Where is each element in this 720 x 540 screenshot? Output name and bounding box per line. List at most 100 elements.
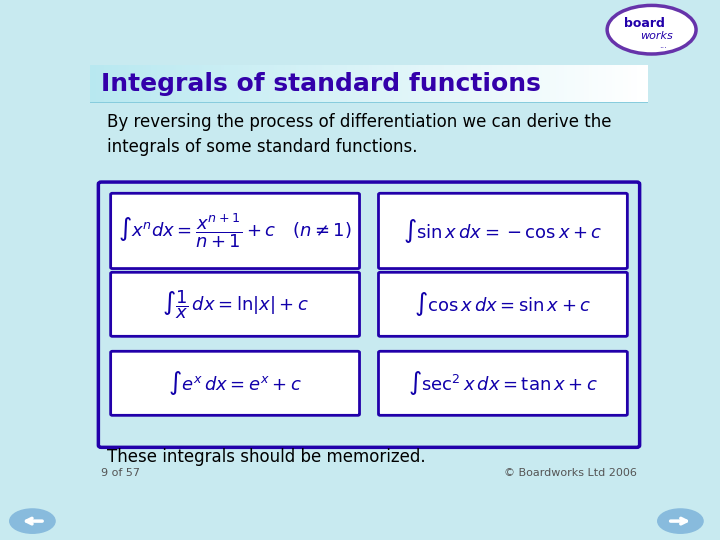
Bar <box>528 65 531 104</box>
Bar <box>595 65 598 104</box>
Bar <box>154 65 158 104</box>
Bar <box>436 65 439 104</box>
Bar <box>227 65 230 104</box>
Bar <box>294 65 297 104</box>
Bar <box>620 65 624 104</box>
Bar <box>433 65 436 104</box>
Bar <box>397 65 400 104</box>
Bar <box>545 65 548 104</box>
Bar <box>126 65 130 104</box>
Bar <box>185 65 188 104</box>
Bar <box>277 65 280 104</box>
Bar <box>157 65 161 104</box>
Bar <box>115 65 119 104</box>
Bar <box>508 65 512 104</box>
Bar <box>562 65 565 104</box>
Bar <box>536 65 540 104</box>
Bar <box>584 65 588 104</box>
Bar <box>405 65 409 104</box>
Bar <box>615 65 618 104</box>
FancyBboxPatch shape <box>111 193 359 268</box>
Text: These integrals should be memorized.: These integrals should be memorized. <box>107 448 426 466</box>
Bar <box>255 65 258 104</box>
Bar <box>394 65 397 104</box>
Bar <box>358 65 361 104</box>
Bar <box>408 65 411 104</box>
Bar <box>369 65 372 104</box>
Bar <box>539 65 543 104</box>
Bar <box>450 65 454 104</box>
Bar <box>422 65 426 104</box>
Bar <box>132 65 135 104</box>
Bar <box>517 65 521 104</box>
Bar <box>590 65 593 104</box>
Bar <box>274 65 277 104</box>
Bar <box>324 65 328 104</box>
Bar <box>168 65 171 104</box>
Bar <box>534 65 537 104</box>
Bar <box>215 65 219 104</box>
Bar <box>550 65 554 104</box>
Bar <box>553 65 557 104</box>
FancyBboxPatch shape <box>379 193 627 268</box>
Bar <box>609 65 612 104</box>
Text: $\int e^x\, dx = e^x + c$: $\int e^x\, dx = e^x + c$ <box>168 369 302 397</box>
Bar <box>101 65 104 104</box>
Bar <box>179 65 183 104</box>
Bar <box>199 65 202 104</box>
Bar <box>447 65 451 104</box>
Bar <box>190 65 194 104</box>
Bar <box>174 65 177 104</box>
Bar <box>258 65 261 104</box>
FancyBboxPatch shape <box>379 272 627 336</box>
Bar <box>140 65 143 104</box>
Bar <box>160 65 163 104</box>
Bar <box>428 65 431 104</box>
Text: $\int \cos x\, dx = \sin x + c$: $\int \cos x\, dx = \sin x + c$ <box>414 291 592 318</box>
Bar <box>492 65 495 104</box>
Bar <box>500 65 503 104</box>
Bar <box>475 65 478 104</box>
Text: © Boardworks Ltd 2006: © Boardworks Ltd 2006 <box>504 468 637 478</box>
Bar <box>400 65 403 104</box>
Bar <box>166 65 168 104</box>
Bar <box>564 65 567 104</box>
Bar <box>341 65 344 104</box>
Bar <box>349 65 353 104</box>
Bar <box>143 65 146 104</box>
Bar <box>419 65 423 104</box>
Bar <box>271 65 275 104</box>
Bar <box>559 65 562 104</box>
Bar <box>511 65 515 104</box>
Bar <box>135 65 138 104</box>
Text: $\int \sin x\, dx = -\cos x + c$: $\int \sin x\, dx = -\cos x + c$ <box>403 217 603 245</box>
Bar <box>188 65 191 104</box>
Bar <box>626 65 629 104</box>
Bar <box>603 65 607 104</box>
Bar <box>593 65 595 104</box>
Bar <box>330 65 333 104</box>
Bar <box>204 65 208 104</box>
Bar <box>163 65 166 104</box>
Bar <box>213 65 216 104</box>
Bar <box>260 65 264 104</box>
Bar <box>151 65 155 104</box>
Bar <box>107 65 110 104</box>
Bar <box>483 65 487 104</box>
Bar <box>489 65 492 104</box>
Bar <box>336 65 339 104</box>
Bar <box>148 65 152 104</box>
Circle shape <box>658 509 703 534</box>
Ellipse shape <box>607 5 696 54</box>
Bar <box>441 65 445 104</box>
Bar <box>207 65 210 104</box>
Bar <box>90 65 94 104</box>
Bar <box>129 65 132 104</box>
Bar <box>235 65 238 104</box>
Bar <box>297 65 300 104</box>
Bar <box>355 65 359 104</box>
Bar <box>578 65 582 104</box>
Bar <box>444 65 448 104</box>
Bar <box>486 65 490 104</box>
Bar <box>104 65 107 104</box>
